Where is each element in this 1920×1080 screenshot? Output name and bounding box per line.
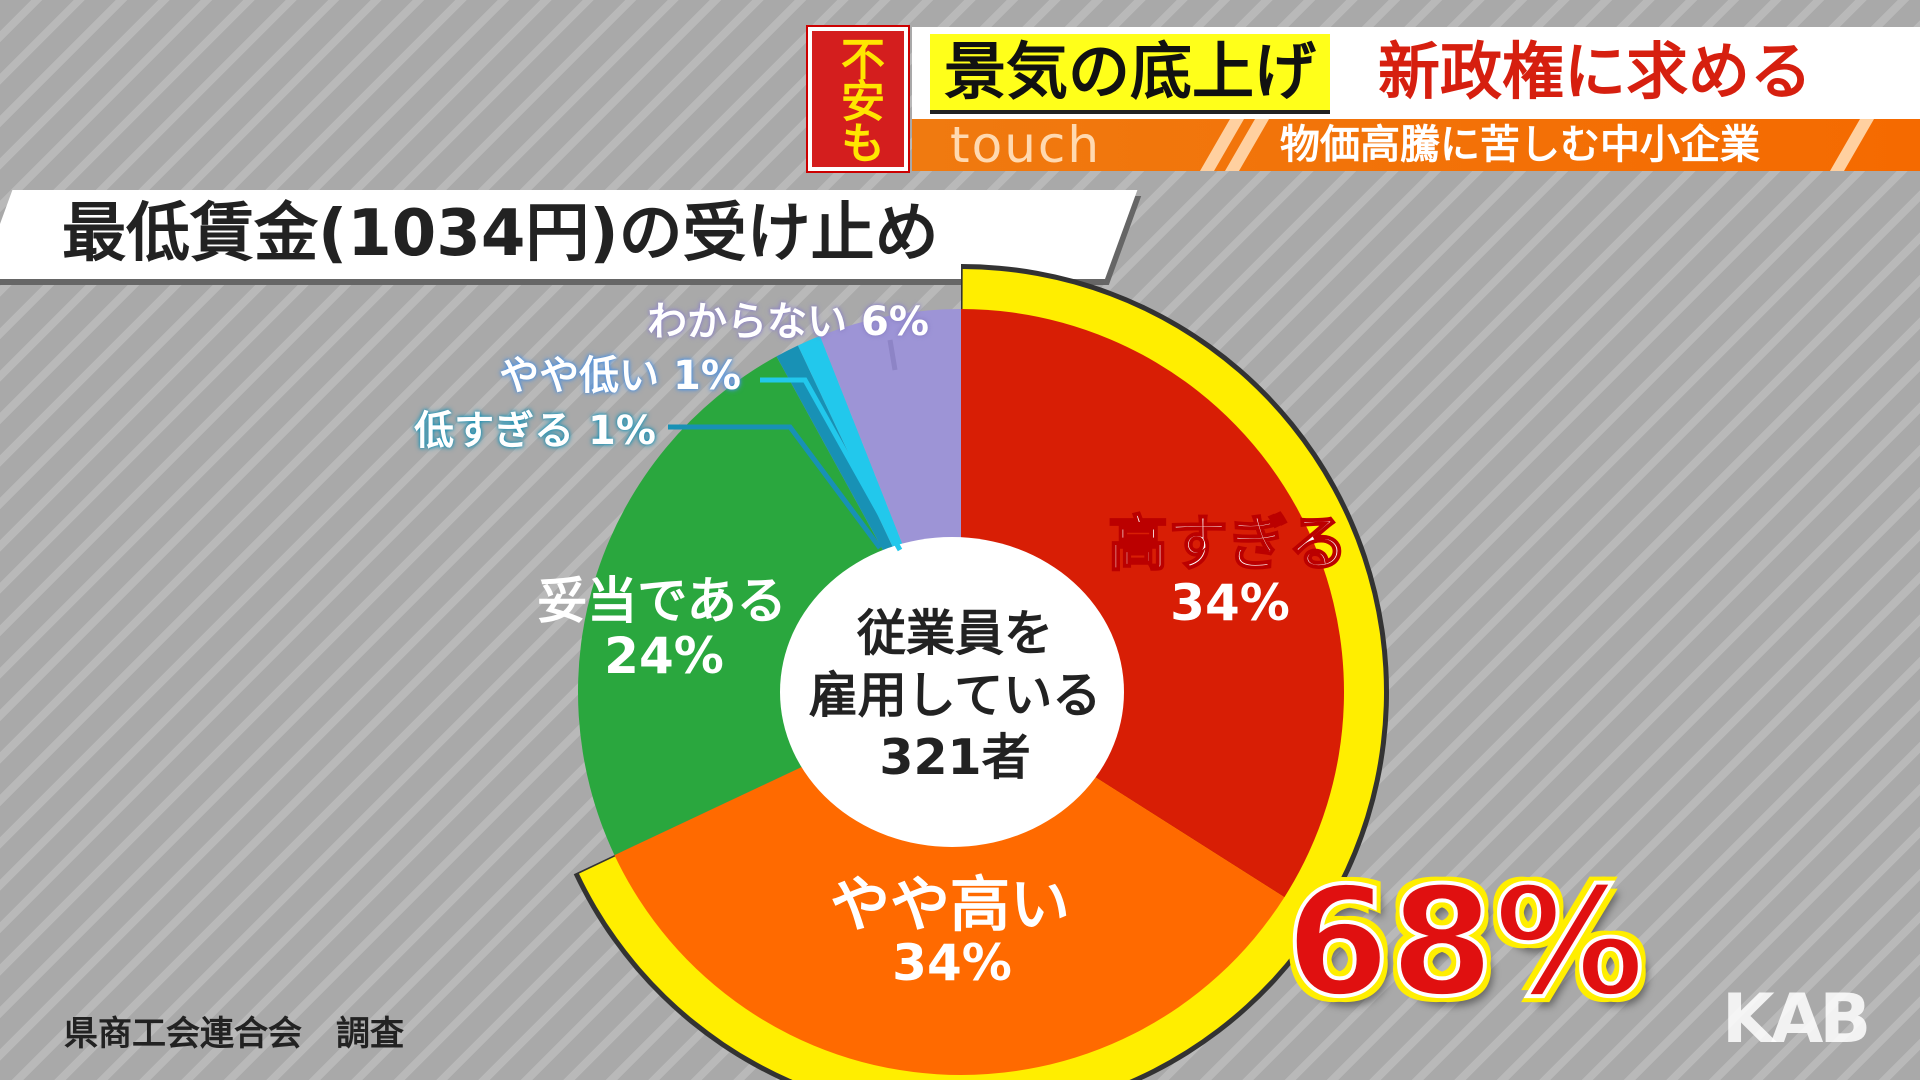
slice-label-1: やや高い	[830, 870, 1070, 941]
slice-value-0: 34%	[1170, 574, 1290, 632]
slice-value-5: 6%	[861, 299, 929, 345]
broadcaster-logo: KAB	[1722, 980, 1871, 1059]
slice-label-5: わからない 6%	[647, 289, 929, 347]
slice-value-4: 1%	[673, 353, 741, 399]
headline-red: 新政権に求める	[1378, 35, 1813, 108]
subheadline: 物価高騰に苦しむ中小企業	[1280, 122, 1760, 168]
slice-value-1: 34%	[892, 934, 1012, 992]
pie-slice-1	[614, 692, 1285, 1075]
slice-value-2: 24%	[604, 627, 724, 685]
center-line: 321者	[879, 729, 1031, 786]
center-line: 雇用している	[808, 667, 1102, 724]
center-hole	[780, 537, 1124, 847]
slice-label-2: 妥当である	[537, 572, 787, 630]
program-logo: touch	[950, 116, 1102, 174]
chart-title: 最低賃金(1034円)の受け止め	[62, 197, 939, 271]
leader-line-2	[887, 339, 898, 371]
slice-label-text: やや低い	[499, 353, 660, 399]
leader-line-0	[668, 424, 883, 550]
highlight-total: 68%	[1283, 854, 1646, 1032]
slice-label-3: 低すぎる 1%	[414, 398, 656, 456]
slice-value-3: 1%	[588, 408, 656, 454]
slice-label-0: 高すぎる	[1107, 509, 1349, 581]
banner-tag: 不安も	[806, 25, 910, 173]
leader-line-1	[760, 377, 903, 552]
slice-label-text: わからない	[647, 299, 848, 345]
center-label: 従業員を 雇用している 321者	[809, 603, 1102, 789]
headline-yellow: 景気の底上げ	[930, 34, 1331, 114]
slice-label-4: やや低い 1%	[499, 343, 741, 401]
source-note: 県商工会連合会 調査	[64, 1014, 404, 1054]
center-line: 従業員を	[856, 605, 1053, 662]
banner-bottom	[912, 119, 1920, 171]
slice-label-text: 低すぎる	[414, 408, 575, 454]
